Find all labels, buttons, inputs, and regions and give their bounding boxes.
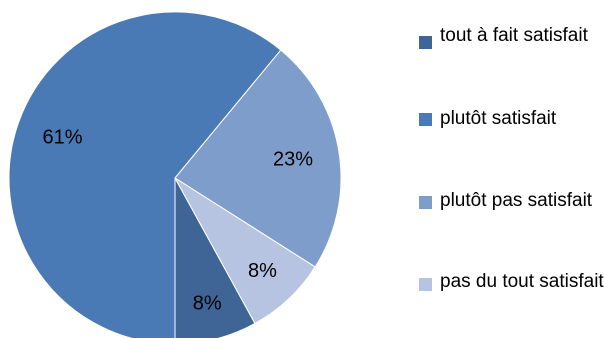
pie-chart: 8% 61% 23% 8% <box>8 11 342 338</box>
data-label-pas-du-tout-satisfait: 8% <box>248 260 277 282</box>
legend-swatch-tout-a-fait-satisfait <box>419 36 432 49</box>
legend-label-tout-a-fait-satisfait: tout à fait satisfait <box>440 25 588 46</box>
data-label-tout-a-fait-satisfait: 8% <box>193 292 222 314</box>
pie-slice-plutot-pas-satisfait <box>174 49 342 268</box>
legend-label-plutot-pas-satisfait: plutôt pas satisfait <box>440 190 593 211</box>
data-label-plutot-pas-satisfait: 23% <box>273 148 313 170</box>
legend-label-pas-du-tout-satisfait: pas du tout satisfait <box>440 271 604 292</box>
legend-swatch-pas-du-tout-satisfait <box>419 278 432 291</box>
legend-swatch-plutot-satisfait <box>419 113 432 126</box>
legend-swatch-plutot-pas-satisfait <box>419 196 432 209</box>
pie-slice-pas-du-tout-satisfait <box>174 177 316 325</box>
legend-label-plutot-satisfait: plutôt satisfait <box>440 108 557 129</box>
pie-slice-plutot-satisfait <box>8 11 282 338</box>
data-label-plutot-satisfait: 61% <box>43 127 83 149</box>
